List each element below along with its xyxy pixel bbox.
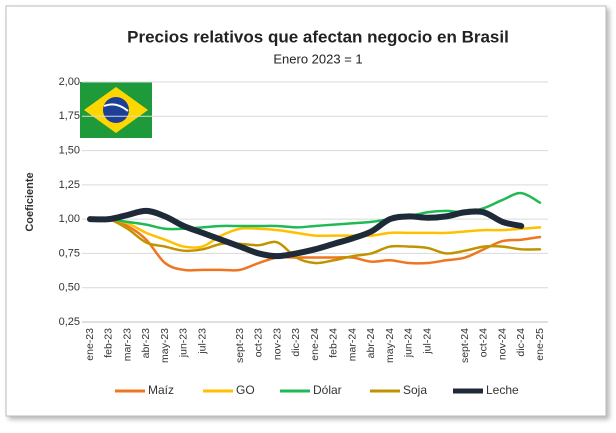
y-tick-label: 2,00 xyxy=(59,76,80,88)
x-tick-label: feb-24 xyxy=(328,328,340,358)
x-tick-label: feb-23 xyxy=(103,328,115,358)
x-tick-label: jul-24 xyxy=(421,328,433,355)
x-tick-label: dic-24 xyxy=(515,328,527,357)
x-tick-label: oct-24 xyxy=(478,328,490,357)
x-tick-label: abr-24 xyxy=(365,328,377,359)
x-tick-label: dic-23 xyxy=(290,328,302,357)
y-tick-label: 0,25 xyxy=(59,316,80,328)
y-tick-label: 1,75 xyxy=(59,110,80,122)
y-tick-label: 1,00 xyxy=(59,213,80,225)
chart-frame xyxy=(5,5,607,417)
series-line xyxy=(88,217,542,249)
legend-label: GO xyxy=(236,383,255,397)
x-tick-label: jun-23 xyxy=(178,328,190,358)
x-tick-label: ene-24 xyxy=(309,328,321,361)
y-tick-label: 1,25 xyxy=(59,179,80,191)
chart-subtitle: Enero 2023 = 1 xyxy=(273,51,362,66)
x-tick-label: jul-23 xyxy=(196,328,208,355)
legend-label: Maíz xyxy=(148,383,174,397)
y-tick-label: 0,50 xyxy=(59,282,80,294)
flag xyxy=(80,82,152,138)
x-tick-label: nov-24 xyxy=(496,328,508,360)
series-line xyxy=(88,217,542,272)
legend-label: Leche xyxy=(486,383,519,397)
chart-title: Precios relativos que afectan negocio en… xyxy=(127,27,509,46)
y-axis-label: Coeficiente xyxy=(24,172,36,231)
series-line xyxy=(88,217,542,265)
x-tick-label: mar-24 xyxy=(346,328,358,361)
x-tick-label: may-24 xyxy=(384,328,396,363)
x-tick-label: ene-25 xyxy=(534,328,546,361)
y-tick-label: 0,75 xyxy=(59,247,80,259)
x-tick-label: sept-24 xyxy=(459,328,471,363)
x-tick-label: nov-23 xyxy=(271,328,283,360)
legend-label: Soja xyxy=(403,383,427,397)
series-line xyxy=(87,207,525,260)
x-tick-label: jun-24 xyxy=(403,328,415,358)
x-tick-label: oct-23 xyxy=(253,328,265,357)
x-tick-label: abr-23 xyxy=(140,328,152,359)
x-tick-label: ene-23 xyxy=(84,328,96,361)
y-tick-label: 1,50 xyxy=(59,144,80,156)
x-tick-label: may-23 xyxy=(159,328,171,363)
x-tick-label: mar-23 xyxy=(121,328,133,361)
x-tick-label: sept-23 xyxy=(234,328,246,363)
legend-label: Dólar xyxy=(313,383,342,397)
